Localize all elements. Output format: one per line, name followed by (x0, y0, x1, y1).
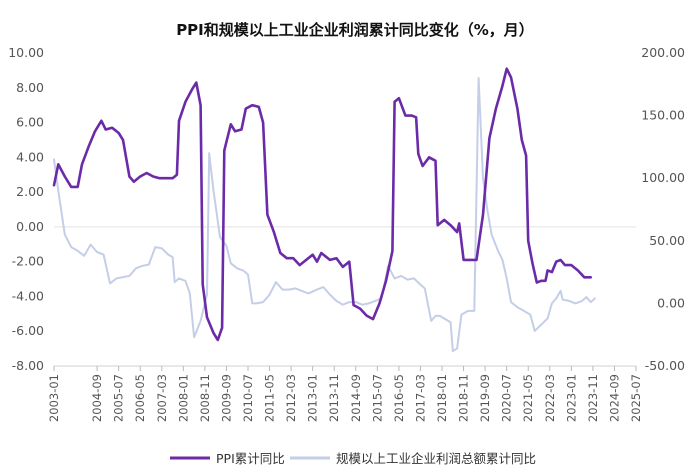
left-axis: 10.00 8.00 6.00 4.00 2.00 0.00 -2.00 -4.00 -6.00… (8, 45, 44, 373)
x-tick-label: 2021-05 (521, 374, 535, 422)
x-tick-label: 2023-01 (564, 374, 578, 422)
x-tick-label: 2017-03 (413, 374, 427, 422)
left-tick-label: -2.00 (12, 254, 44, 269)
left-tick-label: 10.00 (8, 45, 44, 60)
x-tick-label: 2024-09 (607, 374, 621, 422)
legend-label-profit: 规模以上工业企业利润总额累计同比 (336, 451, 536, 466)
x-axis: 2003-01 2004-09 2005-07 2006-05 2007-03 2008-… (47, 366, 643, 422)
x-tick-label: 2016-05 (392, 374, 406, 422)
x-tick-label: 2013-11 (327, 374, 341, 422)
x-tick-label: 2012-03 (284, 374, 298, 422)
x-tick-label: 2008-11 (198, 374, 212, 422)
ppi-series-line (52, 67, 592, 342)
left-tick-label: -4.00 (12, 288, 44, 303)
x-tick-label: 2015-07 (370, 374, 384, 422)
left-tick-label: 8.00 (16, 80, 44, 95)
x-tick-label: 2025-07 (629, 374, 643, 422)
x-tick-label: 2011-05 (263, 374, 277, 422)
grid-layer (54, 226, 636, 367)
x-tick-label: 2022-03 (543, 374, 557, 422)
x-tick-label: 2020-07 (500, 374, 514, 422)
x-tick-label: 2014-09 (349, 374, 363, 422)
right-tick-label: 150.00 (641, 108, 685, 123)
left-tick-label: 4.00 (16, 149, 44, 164)
legend-label-ppi: PPI累计同比 (216, 451, 285, 466)
right-axis: 200.00 150.00 100.00 50.00 0.00 -50.00 (641, 45, 685, 373)
left-tick-label: -8.00 (12, 358, 44, 373)
right-tick-label: 50.00 (649, 233, 685, 248)
left-tick-label: 6.00 (16, 115, 44, 130)
right-tick-label: 100.00 (641, 170, 685, 185)
x-tick-label: 2019-09 (478, 374, 492, 422)
x-tick-label: 2005-07 (112, 374, 126, 422)
x-tick-label: 2018-01 (435, 374, 449, 422)
x-tick-label: 2004-09 (90, 374, 104, 422)
right-tick-label: -50.00 (645, 358, 685, 373)
series-layer (52, 67, 596, 352)
x-tick-label: 2008-01 (176, 374, 190, 422)
left-tick-label: -6.00 (12, 323, 44, 338)
chart-title: PPI和规模以上工业企业利润累计同比变化（%，月） (176, 21, 534, 39)
x-tick-label: 2003-01 (47, 374, 61, 422)
x-tick-label: 2009-09 (219, 374, 233, 422)
profit-series-line (53, 77, 596, 352)
left-tick-label: 2.00 (16, 184, 44, 199)
right-tick-label: 200.00 (641, 45, 685, 60)
x-tick-label: 2007-03 (155, 374, 169, 422)
x-tick-label: 2023-11 (586, 374, 600, 422)
x-tick-label: 2006-05 (133, 374, 147, 422)
left-tick-label: 0.00 (16, 219, 44, 234)
x-tick-label: 2013-01 (306, 374, 320, 422)
x-tick-label: 2018-11 (457, 374, 471, 422)
legend: PPI累计同比 规模以上工业企业利润总额累计同比 (170, 451, 536, 466)
x-tick-label: 2010-07 (241, 374, 255, 422)
right-tick-label: 0.00 (657, 295, 685, 310)
